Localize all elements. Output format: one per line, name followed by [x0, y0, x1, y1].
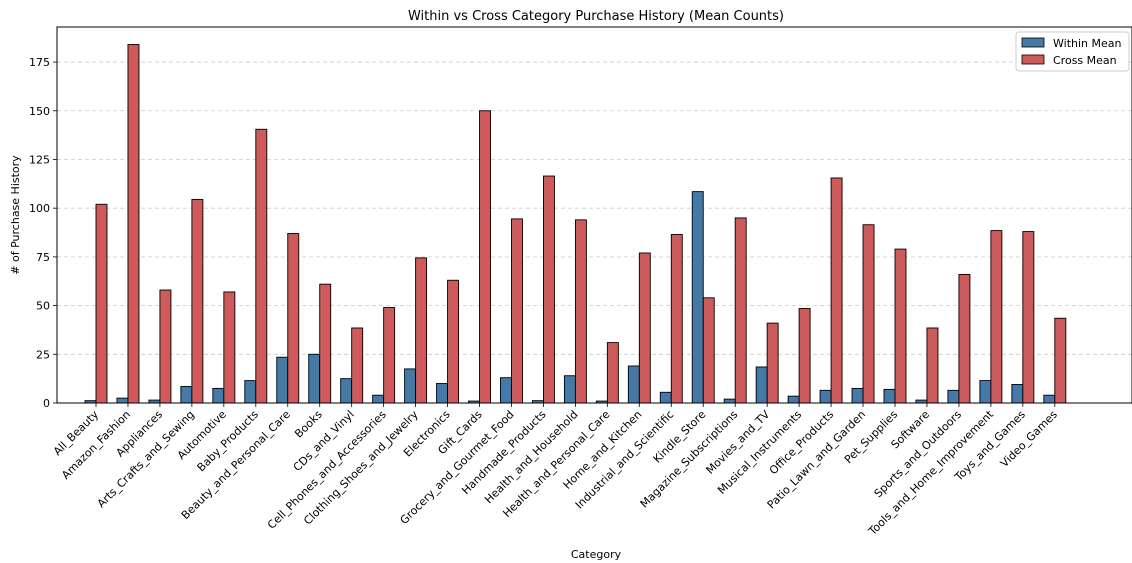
- cross-mean-bar: [319, 283, 332, 404]
- y-axis-label: # of Purchase History: [9, 155, 22, 275]
- within-mean-bar: [659, 391, 672, 404]
- cross-mean-bar: [862, 224, 875, 404]
- y-tick-label: 175: [29, 56, 50, 69]
- within-mean-bar: [1011, 384, 1024, 404]
- cross-mean-bar: [223, 291, 236, 404]
- cross-mean-bar: [479, 110, 491, 404]
- cross-mean-bar: [447, 279, 460, 404]
- y-tick-label: 125: [29, 153, 50, 166]
- within-mean-bar: [340, 378, 353, 404]
- cross-mean-bar: [574, 219, 587, 404]
- y-tick-label: 50: [36, 300, 50, 313]
- cross-mean-bar: [990, 230, 1003, 404]
- within-mean-bar: [563, 375, 576, 404]
- cross-mean-bar: [127, 44, 140, 404]
- x-axis-ticks: All_BeautyAmazon_FashionAppliancesArts_C…: [51, 403, 1060, 539]
- within-mean-bar: [372, 394, 385, 404]
- cross-mean-bar: [734, 217, 747, 404]
- within-mean-bar: [723, 398, 736, 404]
- legend-label: Cross Mean: [1053, 54, 1117, 67]
- within-mean-bar: [1043, 394, 1056, 404]
- cross-mean-bar: [255, 128, 268, 404]
- cross-mean-bar: [383, 307, 396, 404]
- within-mean-bar: [500, 377, 512, 404]
- y-tick-label: 25: [36, 348, 50, 361]
- within-mean-bar: [116, 397, 129, 404]
- cross-mean-bar: [415, 257, 428, 404]
- within-mean-bar: [308, 353, 321, 404]
- cross-mean-bar: [926, 327, 939, 404]
- legend-swatch: [1021, 37, 1045, 48]
- within-mean-bar: [404, 368, 417, 404]
- cross-mean-bar: [542, 175, 555, 404]
- within-mean-bar: [787, 395, 800, 404]
- within-mean-bar: [819, 389, 832, 404]
- y-tick-label: 0: [43, 397, 50, 410]
- within-mean-bar: [947, 389, 960, 404]
- cross-mean-bar: [798, 308, 811, 404]
- x-axis-label: Category: [571, 548, 622, 561]
- plot-frame: [56, 26, 1132, 404]
- legend: Within Mean Cross Mean: [1015, 31, 1130, 72]
- cross-mean-bar: [511, 218, 523, 404]
- grid-lines: [57, 61, 1132, 355]
- cross-mean-bar: [958, 273, 971, 404]
- chart-title: Within vs Cross Category Purchase Histor…: [408, 9, 784, 24]
- cross-mean-bar: [287, 233, 300, 404]
- cross-mean-bar: [830, 177, 843, 404]
- cross-mean-bar: [1022, 231, 1035, 404]
- within-mean-bar: [979, 380, 992, 404]
- y-axis-ticks: 0 25 50 75 100 125 150 175: [29, 56, 57, 410]
- y-tick-label: 75: [36, 251, 50, 264]
- cross-mean-bar: [191, 198, 204, 404]
- cross-mean-bar: [670, 234, 683, 404]
- cross-mean-bar: [702, 297, 715, 404]
- cross-mean-bar: [766, 322, 779, 404]
- cross-mean-bar: [159, 289, 172, 404]
- within-mean-bar: [180, 385, 193, 404]
- within-mean-bar: [883, 388, 896, 404]
- within-mean-bar: [436, 383, 449, 404]
- within-mean-bar: [851, 387, 864, 404]
- legend-swatch: [1021, 54, 1045, 65]
- y-tick-label: 100: [29, 202, 50, 215]
- within-mean-bar: [627, 365, 640, 404]
- cross-mean-bar: [351, 327, 364, 404]
- axes: [56, 26, 1132, 404]
- cross-mean-bar: [95, 203, 108, 404]
- cross-mean-bar: [638, 252, 651, 404]
- y-tick-label: 150: [29, 105, 50, 118]
- within-mean-bar: [244, 380, 257, 404]
- bars: [84, 44, 1067, 404]
- within-mean-bar: [755, 366, 768, 404]
- within-mean-bar: [276, 356, 289, 404]
- legend-label: Within Mean: [1053, 37, 1121, 50]
- cross-mean-bar: [894, 248, 907, 404]
- cross-mean-bar: [1054, 317, 1067, 404]
- x-tick-label: Video_Games: [998, 408, 1060, 470]
- within-mean-bar: [212, 387, 225, 404]
- cross-mean-bar: [606, 342, 619, 404]
- within-mean-bar: [691, 191, 704, 404]
